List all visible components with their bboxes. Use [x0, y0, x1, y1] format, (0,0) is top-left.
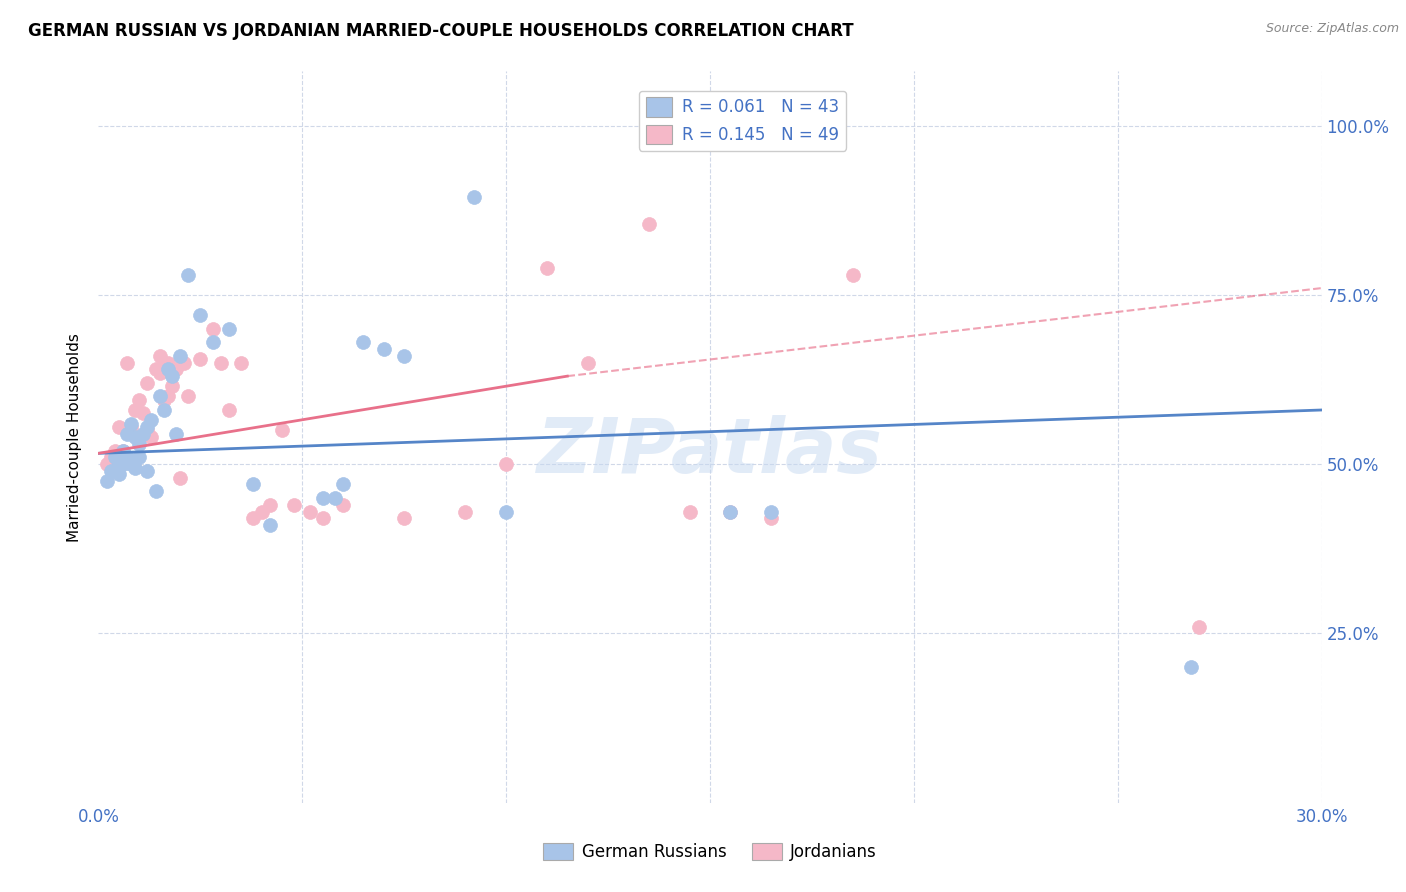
Point	[152, 403, 174, 417]
Point	[250, 505, 273, 519]
Point	[312, 491, 335, 505]
Point	[111, 443, 134, 458]
Point	[149, 389, 172, 403]
Point	[495, 457, 517, 471]
Point	[120, 457, 142, 471]
Point	[104, 443, 127, 458]
Point	[136, 423, 159, 437]
Point	[242, 477, 264, 491]
Point	[218, 322, 240, 336]
Point	[128, 392, 150, 407]
Point	[165, 426, 187, 441]
Point	[108, 457, 131, 471]
Point	[108, 420, 131, 434]
Point	[165, 362, 187, 376]
Point	[720, 505, 742, 519]
Point	[108, 467, 131, 482]
Point	[149, 349, 172, 363]
Point	[841, 268, 863, 282]
Point	[169, 471, 191, 485]
Point	[299, 505, 322, 519]
Point	[120, 420, 142, 434]
Point	[259, 498, 281, 512]
Point	[156, 355, 179, 369]
Point	[115, 426, 138, 441]
Point	[201, 322, 224, 336]
Y-axis label: Married-couple Households: Married-couple Households	[67, 333, 83, 541]
Point	[132, 406, 155, 420]
Point	[283, 498, 305, 512]
Point	[536, 260, 558, 275]
Point	[1188, 620, 1211, 634]
Point	[145, 484, 167, 499]
Point	[100, 464, 122, 478]
Point	[169, 349, 191, 363]
Point	[136, 376, 159, 390]
Point	[128, 437, 150, 451]
Point	[128, 450, 150, 465]
Point	[124, 430, 146, 444]
Point	[720, 505, 742, 519]
Point	[312, 511, 335, 525]
Point	[270, 423, 294, 437]
Point	[392, 349, 416, 363]
Point	[156, 389, 179, 403]
Point	[96, 474, 118, 488]
Point	[188, 352, 212, 367]
Point	[111, 443, 134, 458]
Point	[152, 362, 174, 376]
Point	[352, 335, 374, 350]
Point	[177, 389, 200, 403]
Point	[141, 413, 163, 427]
Point	[96, 457, 118, 471]
Point	[120, 417, 142, 431]
Point	[100, 450, 122, 465]
Point	[145, 362, 167, 376]
Point	[209, 355, 232, 369]
Point	[332, 477, 354, 491]
Point	[188, 308, 212, 322]
Point	[111, 457, 134, 471]
Point	[173, 355, 195, 369]
Point	[259, 518, 281, 533]
Text: Source: ZipAtlas.com: Source: ZipAtlas.com	[1265, 22, 1399, 36]
Text: GERMAN RUSSIAN VS JORDANIAN MARRIED-COUPLE HOUSEHOLDS CORRELATION CHART: GERMAN RUSSIAN VS JORDANIAN MARRIED-COUP…	[28, 22, 853, 40]
Point	[218, 403, 240, 417]
Point	[638, 217, 661, 231]
Point	[454, 505, 477, 519]
Text: ZIPatlas: ZIPatlas	[537, 415, 883, 489]
Point	[156, 362, 179, 376]
Point	[124, 460, 146, 475]
Point	[1180, 660, 1202, 674]
Point	[373, 342, 395, 356]
Point	[242, 511, 264, 525]
Point	[177, 268, 200, 282]
Point	[160, 379, 183, 393]
Point	[495, 505, 517, 519]
Point	[761, 511, 783, 525]
Point	[323, 491, 346, 505]
Point	[576, 355, 599, 369]
Point	[761, 505, 783, 519]
Point	[136, 464, 159, 478]
Point	[141, 430, 163, 444]
Point	[201, 335, 224, 350]
Point	[231, 355, 253, 369]
Point	[124, 403, 146, 417]
Point	[115, 450, 138, 465]
Legend: German Russians, Jordanians: German Russians, Jordanians	[537, 836, 883, 868]
Point	[132, 426, 155, 441]
Point	[679, 505, 702, 519]
Point	[463, 189, 485, 203]
Point	[160, 369, 183, 384]
Point	[115, 355, 138, 369]
Point	[152, 392, 174, 407]
Point	[136, 420, 159, 434]
Point	[149, 366, 172, 380]
Point	[392, 511, 416, 525]
Point	[104, 450, 127, 465]
Point	[332, 498, 354, 512]
